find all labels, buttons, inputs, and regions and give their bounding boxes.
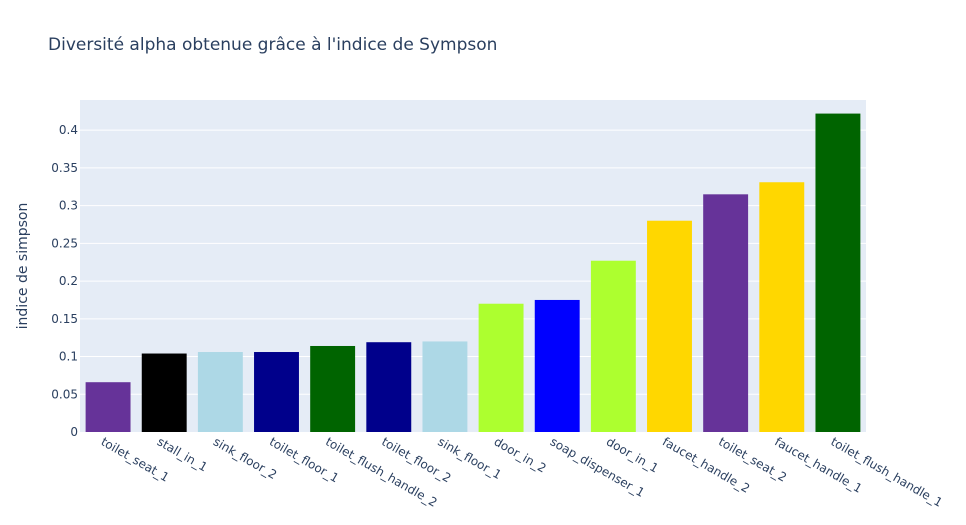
x-tick-label: soap_dispenser_1 [548,434,647,499]
bar [534,299,580,432]
y-tick-label: 0.3 [59,199,78,213]
bar [141,353,187,432]
bar [703,194,749,432]
chart-title: Diversité alpha obtenue grâce à l'indice… [48,35,497,55]
y-tick-label: 0.35 [51,161,78,175]
bar [422,341,468,432]
bars [85,113,861,432]
y-tick-label: 0 [70,425,78,439]
bar [478,303,524,432]
bar [815,113,861,432]
y-tick-label: 0.05 [51,387,78,401]
bar [254,352,299,432]
bar [366,342,412,432]
y-axis-title: indice de simpson [15,203,31,330]
y-tick-label: 0.15 [51,312,78,326]
y-axis-ticks: 0 0.05 0.1 0.15 0.2 0.25 0.3 0.35 0.4 [51,123,78,439]
bar [647,220,692,432]
bar [590,260,636,432]
y-tick-label: 0.2 [59,274,78,288]
y-tick-label: 0.4 [59,123,78,137]
bar [85,382,131,432]
y-tick-label: 0.25 [51,236,78,250]
bar [310,345,356,432]
y-tick-label: 0.1 [59,350,78,364]
bar [197,352,243,432]
bar [759,182,805,432]
